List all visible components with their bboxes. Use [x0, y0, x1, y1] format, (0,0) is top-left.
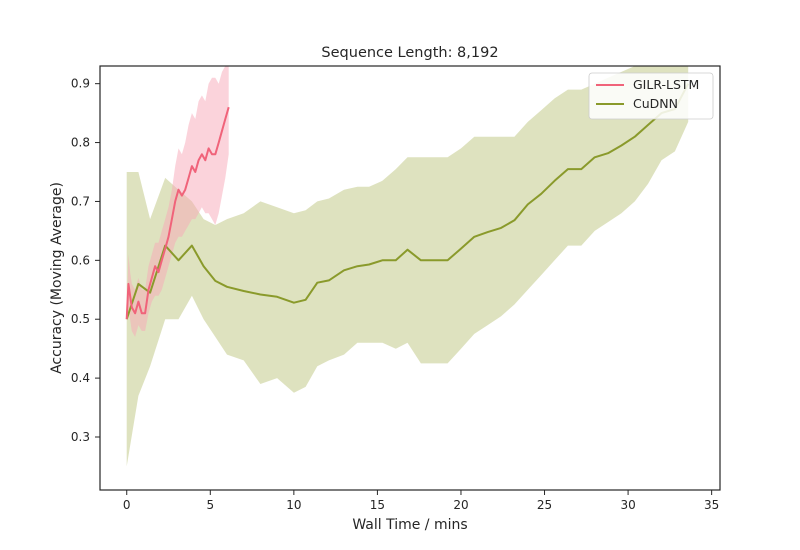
- x-tick-label: 30: [620, 498, 635, 512]
- y-axis-label: Accuracy (Moving Average): [49, 182, 65, 374]
- x-tick-label: 15: [370, 498, 385, 512]
- legend: GILR-LSTM CuDNN: [588, 72, 714, 120]
- y-tick-label: 0.7: [71, 194, 90, 208]
- y-tick-label: 0.3: [71, 430, 90, 444]
- confidence-band-gilr-lstm: [126, 66, 229, 337]
- y-tick-label: 0.6: [71, 253, 90, 267]
- confidence-band-cudnn: [126, 66, 689, 467]
- legend-label-cudnn: CuDNN: [633, 96, 678, 111]
- chart-title: Sequence Length: 8,192: [321, 45, 498, 61]
- series-line-cudnn: [125, 83, 690, 320]
- legend-label-gilr-lstm: GILR-LSTM: [633, 77, 699, 92]
- y-tick-label: 0.8: [71, 136, 90, 150]
- x-tick-label: 5: [206, 498, 214, 512]
- plot-frame: [99, 65, 721, 491]
- y-tick-label: 0.9: [71, 77, 90, 91]
- series-line-gilr-lstm: [125, 106, 230, 320]
- x-tick-label: 35: [704, 498, 719, 512]
- x-tick-label: 10: [286, 498, 301, 512]
- y-tick-label: 0.5: [71, 312, 90, 326]
- y-tick-label: 0.4: [71, 371, 90, 385]
- x-tick-label: 25: [537, 498, 552, 512]
- x-tick-label: 20: [453, 498, 468, 512]
- x-axis-label: Wall Time / mins: [352, 517, 467, 533]
- x-tick-label: 0: [123, 498, 131, 512]
